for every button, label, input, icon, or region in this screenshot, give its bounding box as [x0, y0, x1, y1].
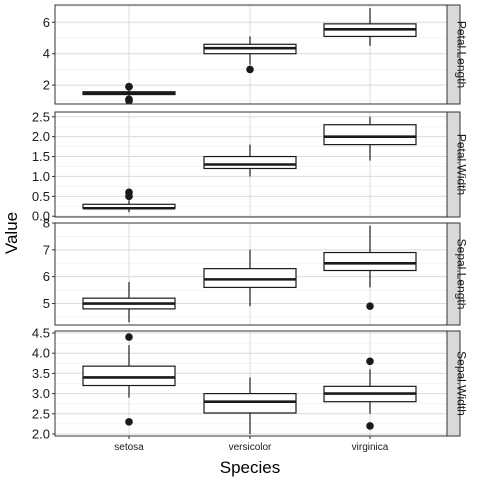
- y-tick-label: 8: [43, 216, 50, 231]
- panel-background: [55, 5, 447, 104]
- y-tick-label: 1.5: [32, 149, 50, 164]
- box-versicolor: [203, 377, 297, 434]
- box-virginica: [323, 8, 417, 46]
- box-setosa: [82, 82, 176, 105]
- box-versicolor: [203, 144, 297, 177]
- facet-panel-2: 5 6 7 8 Sepal.Length: [43, 216, 469, 326]
- y-tick-label: 2: [43, 78, 50, 93]
- outlier-point: [125, 418, 133, 426]
- box-versicolor: [203, 36, 297, 74]
- facet-panel-0: 2 4 6 Petal.Length: [43, 4, 469, 105]
- iqr-box: [203, 392, 297, 414]
- facet-panel-3: 2.0 2.5 3.0 3.5 4.0 4.5 Sepal.Width: [32, 326, 469, 442]
- outlier-point: [366, 357, 374, 366]
- y-tick-label: 0.5: [32, 189, 50, 204]
- y-tick-label: 6: [43, 269, 50, 284]
- facet-strip-label: Sepal.Length: [455, 239, 469, 310]
- outlier-point: [125, 82, 133, 91]
- x-tick-label-setosa: setosa: [114, 442, 144, 453]
- outlier-point: [125, 188, 133, 197]
- y-tick-label: 5: [43, 296, 50, 311]
- box-setosa: [82, 333, 176, 426]
- facet-strip-label: Petal.Length: [455, 21, 469, 88]
- y-tick-label: 4.0: [32, 346, 50, 361]
- y-tick-label: 2.0: [32, 426, 50, 441]
- y-axis-title: Value: [2, 212, 21, 254]
- y-tick-label: 2.0: [32, 129, 50, 144]
- box-virginica: [323, 116, 417, 161]
- facet-strip-label: Petal.Width: [455, 134, 469, 195]
- box-versicolor: [203, 249, 297, 307]
- x-tick-label-virginica: virginica: [352, 442, 389, 453]
- y-tick-label: 7: [43, 242, 50, 257]
- y-tick-label: 0.0: [32, 209, 50, 224]
- y-tick-label: 6: [43, 15, 50, 30]
- facet-strip: [446, 222, 461, 326]
- y-tick-label: 3.0: [32, 386, 50, 401]
- facet-strip-label: Sepal.Width: [455, 351, 469, 416]
- iqr-box: [203, 268, 297, 289]
- facet-panels: 2 4 6 Petal.Length 0.0 0.5 1.0 1.5 2.0 2.5 Petal.W…: [32, 4, 469, 453]
- box-virginica: [323, 357, 417, 430]
- iqr-box: [323, 251, 417, 272]
- facet-panel-1: 0.0 0.5 1.0 1.5 2.0 2.5 Petal.Width: [32, 109, 469, 223]
- y-tick-label: 4: [43, 46, 50, 61]
- iqr-box: [323, 124, 417, 146]
- y-tick-label: 3.5: [32, 366, 50, 381]
- facet-strip: [446, 111, 461, 218]
- y-tick-label: 2.5: [32, 109, 50, 124]
- iqr-box: [82, 365, 176, 387]
- facet-strip: [446, 4, 461, 105]
- x-axis-title: Species: [220, 458, 280, 477]
- facet-strip: [446, 330, 461, 437]
- iqr-box: [203, 155, 297, 170]
- outlier-point: [246, 65, 254, 74]
- outlier-point: [125, 333, 133, 341]
- outlier-point: [366, 422, 374, 430]
- outlier-point: [125, 95, 133, 104]
- x-tick-label-versicolor: versicolor: [229, 442, 272, 453]
- box-virginica: [323, 225, 417, 311]
- box-setosa: [82, 188, 176, 213]
- y-tick-label: 1.0: [32, 169, 50, 184]
- y-tick-label: 2.5: [32, 406, 50, 421]
- box-setosa: [82, 282, 176, 323]
- outlier-point: [366, 302, 374, 311]
- y-tick-label: 4.5: [32, 326, 50, 341]
